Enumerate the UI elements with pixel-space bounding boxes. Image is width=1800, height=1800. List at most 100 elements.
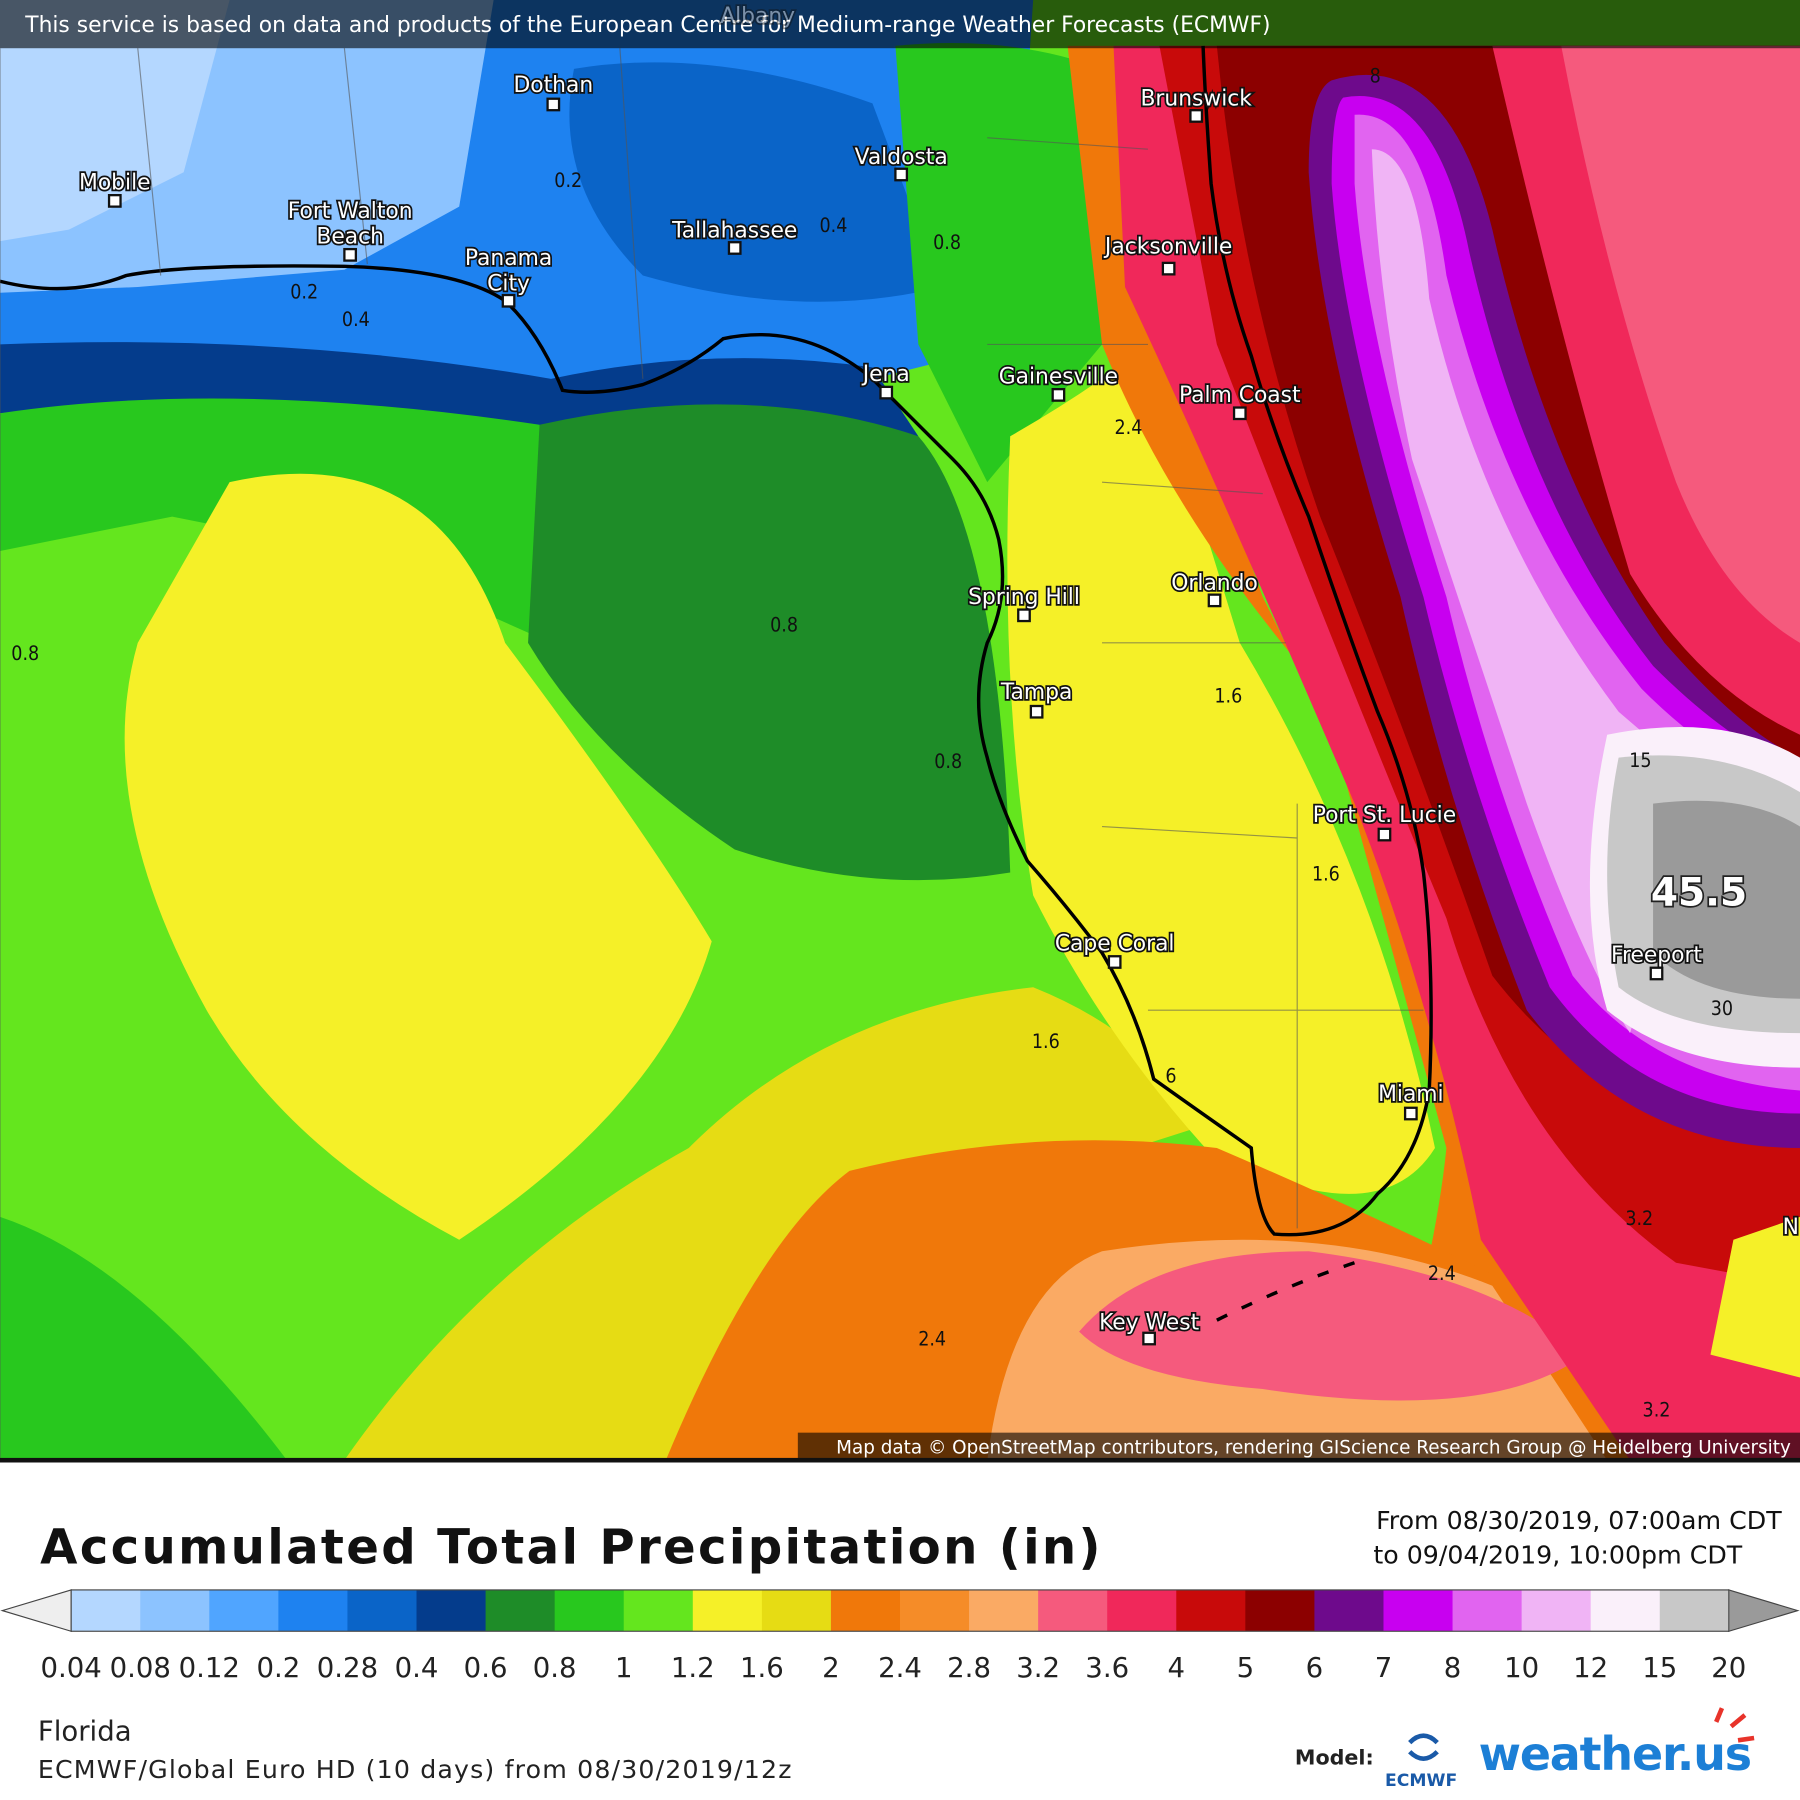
colorbar-tick-label: 8 [1444, 1652, 1462, 1684]
field-dark-yellow [344, 987, 1206, 1461]
city-label: Orlando [1171, 571, 1258, 596]
colorbar-tick-label: 0.4 [395, 1652, 439, 1684]
colorbar-tick-label: 6 [1306, 1652, 1324, 1684]
county-borders [0, 48, 1424, 1461]
contour-label: 1.6 [1312, 862, 1340, 885]
colorbar-swatch [209, 1589, 279, 1632]
colorbar-tick-label: 1.2 [671, 1652, 715, 1684]
contour-label: 15 [1629, 749, 1651, 772]
city-marker [1207, 593, 1222, 608]
brand-rays [1714, 1707, 1755, 1743]
colorbar-swatch [830, 1589, 901, 1632]
contour-label: 0.4 [819, 214, 847, 237]
contour-label: 8 [1370, 65, 1381, 88]
colorbar-tick-label: 5 [1237, 1652, 1255, 1684]
colorbar-tick-label: 2.4 [878, 1652, 922, 1684]
period-from: From 08/30/2019, 07:00am CDT [1376, 1506, 1782, 1535]
colorbar-swatch [1314, 1589, 1385, 1632]
city-marker [1017, 608, 1031, 623]
colorbar-tick-label: 12 [1573, 1652, 1608, 1684]
field-bahamas [1710, 1216, 1800, 1378]
field-mid-blue [569, 62, 942, 302]
city-label: Brunswick [1140, 87, 1252, 112]
field-pink-south [1079, 1251, 1585, 1401]
colorbar-swatch [1245, 1589, 1315, 1632]
city-label: Valdosta [855, 145, 948, 170]
colorbar-over [1728, 1589, 1800, 1633]
colorbar-tick-label: 0.8 [533, 1652, 577, 1684]
header-credit: This service is based on data and produc… [24, 13, 1270, 38]
colorbar-tick-label: 2 [822, 1652, 840, 1684]
colorbar-tick-label: 7 [1375, 1652, 1393, 1684]
contour-label: 2.4 [918, 1327, 946, 1350]
colorbar: 0.04 0.08 0.12 0.2 0.28 0.4 0.6 0.8 1 1.2 1.6 2 2.4 2… [0, 1589, 1800, 1684]
city-label: Beach [316, 224, 384, 249]
colorbar-swatch [71, 1589, 141, 1632]
contour-label: 0.8 [934, 750, 962, 773]
city-label: Port St. Lucie [1313, 803, 1456, 828]
city-label: Key West [1099, 1310, 1199, 1335]
colorbar-swatch [1176, 1589, 1246, 1632]
colorbar-swatch [1590, 1589, 1661, 1632]
field-yellow-peninsula [1007, 344, 1435, 1194]
colorbar-swatch [1452, 1589, 1523, 1632]
colorbar-swatch [623, 1589, 694, 1632]
city-label: Fort Walton [288, 199, 413, 224]
city-marker [1189, 109, 1204, 123]
model-label: Model: [1295, 1745, 1374, 1769]
contour-label: 3.2 [1625, 1207, 1653, 1230]
contour-label: 0.8 [933, 231, 961, 254]
colorbar-swatch [554, 1589, 625, 1632]
ecmwf-logo [1408, 1733, 1439, 1761]
colorbar-tick-label: 3.6 [1085, 1652, 1129, 1684]
contour-label: 2.4 [1114, 416, 1142, 439]
colorbar-swatch [485, 1589, 556, 1632]
city-label: Panama [465, 246, 552, 271]
header-bar [0, 0, 1800, 49]
max-label: 45.5 [1651, 871, 1747, 916]
colorbar-swatch [278, 1589, 349, 1632]
colorbar-swatch [969, 1589, 1039, 1632]
contour-label: 0.2 [290, 280, 318, 303]
city-marker [894, 167, 909, 182]
city-label: City [487, 271, 530, 296]
period-to: to 09/04/2019, 10:00pm CDT [1373, 1541, 1742, 1570]
city-marker [1649, 966, 1664, 981]
colorbar-tick-label: 4 [1168, 1652, 1186, 1684]
colorbar-swatch [900, 1589, 970, 1632]
city-marker [546, 97, 561, 112]
city-label: Miami [1378, 1082, 1444, 1107]
contour-label: 0.8 [770, 613, 798, 636]
contour-label: 6 [1165, 1065, 1176, 1088]
field-dark-green [528, 404, 1011, 881]
city-label: Cape Coral [1055, 932, 1175, 957]
colorbar-swatch [1659, 1589, 1730, 1632]
city-label: Tampa [1000, 680, 1073, 705]
city-label: Dothan [513, 73, 593, 98]
contour-label: 0.2 [554, 169, 582, 192]
brand: weather.us [1479, 1727, 1751, 1781]
colorbar-tick-label: 0.12 [179, 1652, 240, 1684]
city-marker [107, 194, 122, 208]
city-marker [1403, 1106, 1418, 1121]
field-yellow-west [124, 473, 712, 1240]
field-dark-gray [1653, 800, 1800, 999]
colorbar-swatch [761, 1589, 832, 1632]
attribution-bar [797, 1432, 1800, 1461]
colorbar-under [0, 1589, 72, 1633]
coastline [0, 45, 1433, 1237]
city-marker [1161, 261, 1176, 276]
region: Florida [38, 1715, 132, 1747]
colorbar-tick-label: 15 [1642, 1652, 1677, 1684]
city-label: Mobile [79, 170, 151, 195]
ecmwf-label: ECMWF [1385, 1771, 1457, 1791]
map-border [0, 1457, 1800, 1463]
colorbar-tick-label: 0.2 [256, 1652, 300, 1684]
colorbar-swatch [140, 1589, 210, 1632]
colorbar-tick-label: 0.6 [464, 1652, 508, 1684]
city-marker [1107, 955, 1122, 969]
contour-label: 3.2 [1643, 1399, 1671, 1422]
field-pink-ne [1561, 45, 1800, 643]
